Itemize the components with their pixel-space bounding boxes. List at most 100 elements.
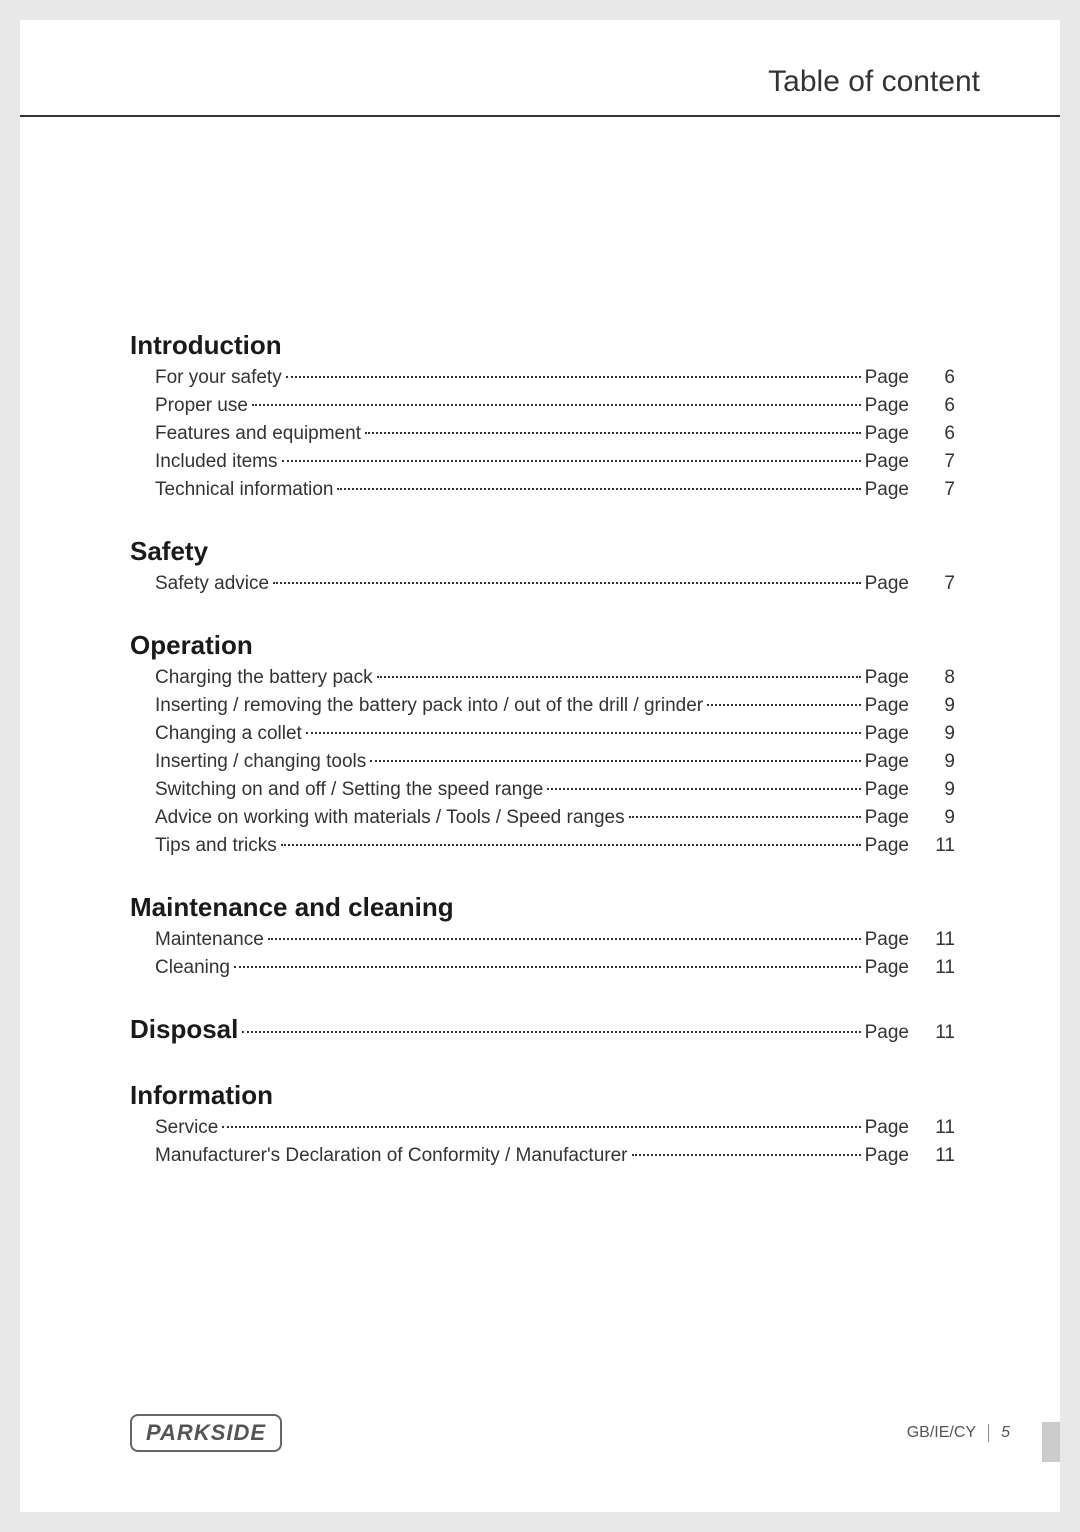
toc-label: Tips and tricks (155, 835, 277, 857)
toc-row: Charging the battery pack Page 8 (130, 667, 955, 689)
toc-page-num: 8 (927, 667, 955, 689)
toc-label: Included items (155, 451, 278, 473)
toc-dots (707, 704, 861, 706)
toc-page-num: 7 (927, 573, 955, 595)
brand-logo: PARKSIDE (130, 1414, 282, 1452)
toc-dots (242, 1031, 860, 1033)
toc-row: Advice on working with materials / Tools… (130, 807, 955, 829)
section-title: Disposal (130, 1014, 238, 1045)
toc-dots (377, 676, 861, 678)
toc-page-num: 11 (927, 957, 955, 979)
toc-label: Inserting / removing the battery pack in… (155, 695, 703, 717)
toc-dots (370, 760, 860, 762)
toc-dots (222, 1126, 860, 1128)
toc-page-label: Page (865, 751, 909, 773)
toc-section-disposal: Disposal Page 11 (130, 1014, 955, 1045)
toc-row: Cleaning Page 11 (130, 957, 955, 979)
toc-dots (629, 816, 861, 818)
toc-label: Manufacturer's Declaration of Conformity… (155, 1145, 628, 1167)
toc-page-num: 9 (927, 779, 955, 801)
toc-row: Changing a collet Page 9 (130, 723, 955, 745)
toc-section-maintenance: Maintenance and cleaning Maintenance Pag… (130, 892, 955, 979)
toc-label: Charging the battery pack (155, 667, 373, 689)
toc-page-num: 9 (927, 723, 955, 745)
toc-row: Switching on and off / Setting the speed… (130, 779, 955, 801)
section-title: Information (130, 1080, 955, 1111)
footer-divider (988, 1424, 989, 1442)
toc-page-label: Page (865, 1022, 909, 1044)
toc-content: Introduction For your safety Page 6 Prop… (130, 330, 955, 1202)
toc-label: Changing a collet (155, 723, 302, 745)
toc-page-num: 9 (927, 807, 955, 829)
toc-label: Inserting / changing tools (155, 751, 366, 773)
toc-page-label: Page (865, 1117, 909, 1139)
toc-page-num: 11 (927, 835, 955, 857)
toc-dots (306, 732, 861, 734)
section-title: Safety (130, 536, 955, 567)
toc-page-label: Page (865, 451, 909, 473)
toc-page-label: Page (865, 573, 909, 595)
toc-dots (281, 844, 861, 846)
toc-dots (234, 966, 861, 968)
page-footer: PARKSIDE GB/IE/CY 5 (130, 1414, 1010, 1452)
toc-page-num: 11 (927, 929, 955, 951)
toc-dots (365, 432, 861, 434)
toc-dots (286, 376, 861, 378)
toc-page-label: Page (865, 929, 909, 951)
toc-label: Maintenance (155, 929, 264, 951)
toc-section-safety: Safety Safety advice Page 7 (130, 536, 955, 595)
toc-row: Manufacturer's Declaration of Conformity… (130, 1145, 955, 1167)
page-container: Table of content Introduction For your s… (20, 20, 1060, 1512)
toc-row: Proper use Page 6 (130, 395, 955, 417)
toc-page-label: Page (865, 957, 909, 979)
toc-page-num: 9 (927, 751, 955, 773)
toc-page-num: 7 (927, 479, 955, 501)
side-tab-marker (1042, 1422, 1060, 1462)
toc-page-num: 9 (927, 695, 955, 717)
footer-page-number: 5 (1001, 1424, 1010, 1442)
toc-dots (273, 582, 861, 584)
toc-row: Features and equipment Page 6 (130, 423, 955, 445)
section-title: Maintenance and cleaning (130, 892, 955, 923)
section-title: Operation (130, 630, 955, 661)
footer-region: GB/IE/CY (907, 1424, 976, 1442)
toc-label: Service (155, 1117, 218, 1139)
toc-row: Included items Page 7 (130, 451, 955, 473)
toc-page-label: Page (865, 1145, 909, 1167)
toc-dots (547, 788, 860, 790)
toc-page-label: Page (865, 367, 909, 389)
toc-page-num: 6 (927, 367, 955, 389)
page-header-title: Table of content (768, 65, 980, 99)
toc-section-information: Information Service Page 11 Manufacturer… (130, 1080, 955, 1167)
toc-row-inline: Disposal Page 11 (130, 1014, 955, 1045)
toc-row: Inserting / removing the battery pack in… (130, 695, 955, 717)
toc-page-label: Page (865, 423, 909, 445)
toc-label: Cleaning (155, 957, 230, 979)
toc-page-num: 6 (927, 395, 955, 417)
toc-label: Features and equipment (155, 423, 361, 445)
toc-row: Maintenance Page 11 (130, 929, 955, 951)
section-title: Introduction (130, 330, 955, 361)
toc-row: Tips and tricks Page 11 (130, 835, 955, 857)
toc-label: Safety advice (155, 573, 269, 595)
toc-row: Inserting / changing tools Page 9 (130, 751, 955, 773)
toc-page-label: Page (865, 479, 909, 501)
toc-label: For your safety (155, 367, 282, 389)
toc-section-operation: Operation Charging the battery pack Page… (130, 630, 955, 857)
toc-label: Advice on working with materials / Tools… (155, 807, 625, 829)
toc-page-num: 6 (927, 423, 955, 445)
toc-dots (282, 460, 861, 462)
toc-page-num: 11 (927, 1117, 955, 1139)
toc-page-label: Page (865, 667, 909, 689)
toc-page-label: Page (865, 395, 909, 417)
footer-right: GB/IE/CY 5 (907, 1424, 1010, 1442)
toc-page-label: Page (865, 835, 909, 857)
toc-label: Technical information (155, 479, 333, 501)
toc-page-label: Page (865, 807, 909, 829)
toc-section-introduction: Introduction For your safety Page 6 Prop… (130, 330, 955, 501)
toc-page-label: Page (865, 695, 909, 717)
toc-row: Technical information Page 7 (130, 479, 955, 501)
toc-dots (268, 938, 861, 940)
toc-dots (337, 488, 860, 490)
toc-dots (632, 1154, 861, 1156)
